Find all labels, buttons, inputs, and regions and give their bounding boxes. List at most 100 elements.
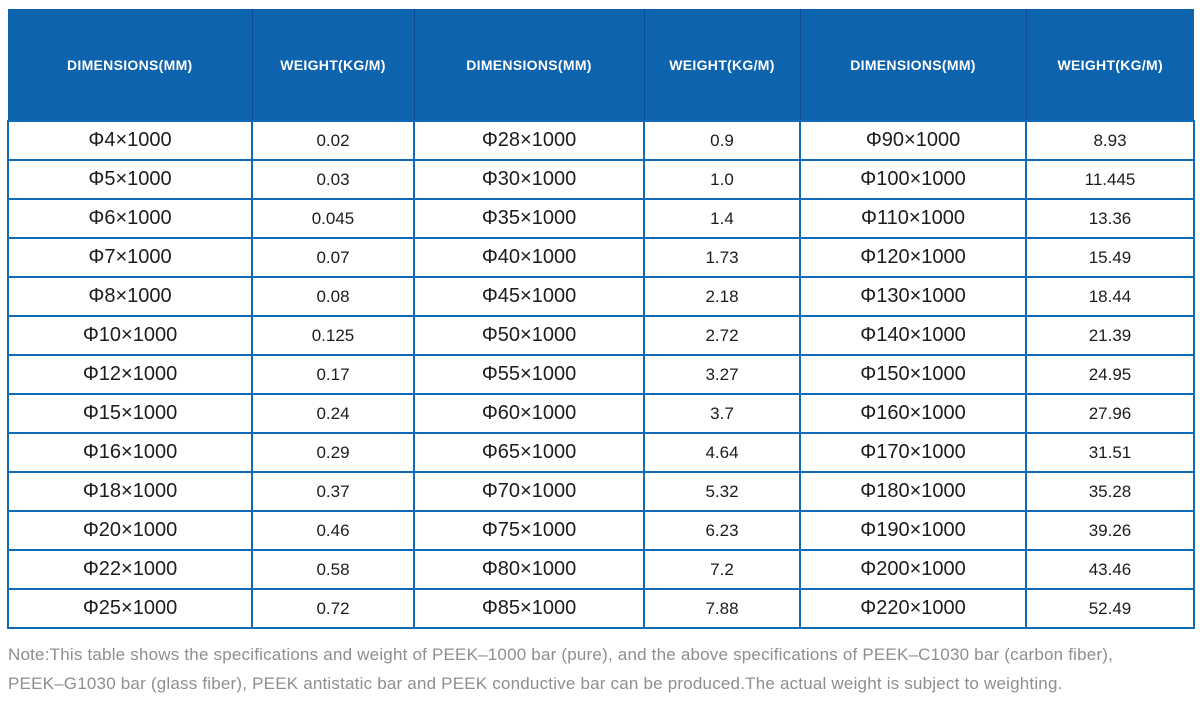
weight-cell: 0.02	[251, 120, 415, 161]
dimension-cell: Φ220×1000	[799, 588, 1027, 629]
table-row: Φ6×1000 0.045 Φ35×1000 1.4 Φ110×1000 13.36	[7, 198, 1195, 239]
weight-cell: 18.44	[1025, 276, 1195, 317]
table-header: DIMENSIONS(MM) WEIGHT(KG/M) DIMENSIONS(M…	[8, 9, 1194, 121]
dimension-cell: Φ65×1000	[413, 432, 645, 473]
weight-cell: 13.36	[1025, 198, 1195, 239]
header-weight-2: WEIGHT(KG/M)	[643, 9, 800, 121]
table-row: Φ25×1000 0.72 Φ85×1000 7.88 Φ220×1000 52.49	[7, 588, 1195, 629]
dimension-cell: Φ7×1000	[7, 237, 253, 278]
weight-cell: 0.37	[251, 471, 415, 512]
dimension-cell: Φ150×1000	[799, 354, 1027, 395]
table-row: Φ4×1000 0.02 Φ28×1000 0.9 Φ90×1000 8.93	[7, 120, 1195, 161]
dimension-cell: Φ90×1000	[799, 120, 1027, 161]
dimension-cell: Φ180×1000	[799, 471, 1027, 512]
table-row: Φ18×1000 0.37 Φ70×1000 5.32 Φ180×1000 35.28	[7, 471, 1195, 512]
header-dimensions-1: DIMENSIONS(MM)	[8, 9, 252, 121]
weight-cell: 0.07	[251, 237, 415, 278]
dimension-cell: Φ8×1000	[7, 276, 253, 317]
weight-cell: 0.125	[251, 315, 415, 356]
table-note: Note:This table shows the specifications…	[8, 640, 1194, 698]
weight-cell: 4.64	[643, 432, 801, 473]
dimension-cell: Φ110×1000	[799, 198, 1027, 239]
table-row: Φ10×1000 0.125 Φ50×1000 2.72 Φ140×1000 21.39	[7, 315, 1195, 356]
weight-cell: 52.49	[1025, 588, 1195, 629]
peek-bar-spec-table: DIMENSIONS(MM) WEIGHT(KG/M) DIMENSIONS(M…	[7, 9, 1195, 629]
weight-cell: 39.26	[1025, 510, 1195, 551]
weight-cell: 21.39	[1025, 315, 1195, 356]
dimension-cell: Φ200×1000	[799, 549, 1027, 590]
dimension-cell: Φ30×1000	[413, 159, 645, 200]
weight-cell: 15.49	[1025, 237, 1195, 278]
weight-cell: 6.23	[643, 510, 801, 551]
weight-cell: 7.88	[643, 588, 801, 629]
weight-cell: 1.0	[643, 159, 801, 200]
dimension-cell: Φ12×1000	[7, 354, 253, 395]
dimension-cell: Φ160×1000	[799, 393, 1027, 434]
weight-cell: 0.17	[251, 354, 415, 395]
dimension-cell: Φ50×1000	[413, 315, 645, 356]
weight-cell: 27.96	[1025, 393, 1195, 434]
note-line-2: PEEK–G1030 bar (glass fiber), PEEK antis…	[8, 674, 1063, 693]
weight-cell: 35.28	[1025, 471, 1195, 512]
dimension-cell: Φ70×1000	[413, 471, 645, 512]
dimension-cell: Φ130×1000	[799, 276, 1027, 317]
weight-cell: 0.03	[251, 159, 415, 200]
weight-cell: 1.73	[643, 237, 801, 278]
table-row: Φ7×1000 0.07 Φ40×1000 1.73 Φ120×1000 15.49	[7, 237, 1195, 278]
weight-cell: 3.27	[643, 354, 801, 395]
weight-cell: 0.045	[251, 198, 415, 239]
dimension-cell: Φ100×1000	[799, 159, 1027, 200]
weight-cell: 31.51	[1025, 432, 1195, 473]
dimension-cell: Φ35×1000	[413, 198, 645, 239]
note-line-1: Note:This table shows the specifications…	[8, 645, 1114, 664]
dimension-cell: Φ10×1000	[7, 315, 253, 356]
weight-cell: 7.2	[643, 549, 801, 590]
dimension-cell: Φ140×1000	[799, 315, 1027, 356]
weight-cell: 0.08	[251, 276, 415, 317]
table-row: Φ16×1000 0.29 Φ65×1000 4.64 Φ170×1000 31.51	[7, 432, 1195, 473]
header-weight-3: WEIGHT(KG/M)	[1025, 9, 1194, 121]
weight-cell: 0.24	[251, 393, 415, 434]
table-row: Φ5×1000 0.03 Φ30×1000 1.0 Φ100×1000 11.445	[7, 159, 1195, 200]
dimension-cell: Φ16×1000	[7, 432, 253, 473]
weight-cell: 8.93	[1025, 120, 1195, 161]
dimension-cell: Φ28×1000	[413, 120, 645, 161]
dimension-cell: Φ55×1000	[413, 354, 645, 395]
dimension-cell: Φ25×1000	[7, 588, 253, 629]
table-body: Φ4×1000 0.02 Φ28×1000 0.9 Φ90×1000 8.93 Φ5×100…	[7, 120, 1195, 629]
header-weight-1: WEIGHT(KG/M)	[251, 9, 414, 121]
dimension-cell: Φ20×1000	[7, 510, 253, 551]
dimension-cell: Φ18×1000	[7, 471, 253, 512]
weight-cell: 0.46	[251, 510, 415, 551]
dimension-cell: Φ80×1000	[413, 549, 645, 590]
dimension-cell: Φ6×1000	[7, 198, 253, 239]
weight-cell: 0.58	[251, 549, 415, 590]
dimension-cell: Φ190×1000	[799, 510, 1027, 551]
dimension-cell: Φ22×1000	[7, 549, 253, 590]
dimension-cell: Φ120×1000	[799, 237, 1027, 278]
weight-cell: 1.4	[643, 198, 801, 239]
dimension-cell: Φ85×1000	[413, 588, 645, 629]
dimension-cell: Φ75×1000	[413, 510, 645, 551]
weight-cell: 2.18	[643, 276, 801, 317]
header-dimensions-2: DIMENSIONS(MM)	[413, 9, 644, 121]
dimension-cell: Φ170×1000	[799, 432, 1027, 473]
weight-cell: 43.46	[1025, 549, 1195, 590]
dimension-cell: Φ60×1000	[413, 393, 645, 434]
weight-cell: 0.29	[251, 432, 415, 473]
weight-cell: 0.72	[251, 588, 415, 629]
weight-cell: 2.72	[643, 315, 801, 356]
dimension-cell: Φ45×1000	[413, 276, 645, 317]
table-row: Φ22×1000 0.58 Φ80×1000 7.2 Φ200×1000 43.46	[7, 549, 1195, 590]
table-row: Φ15×1000 0.24 Φ60×1000 3.7 Φ160×1000 27.96	[7, 393, 1195, 434]
dimension-cell: Φ40×1000	[413, 237, 645, 278]
dimension-cell: Φ15×1000	[7, 393, 253, 434]
weight-cell: 3.7	[643, 393, 801, 434]
table-row: Φ12×1000 0.17 Φ55×1000 3.27 Φ150×1000 24.95	[7, 354, 1195, 395]
weight-cell: 11.445	[1025, 159, 1195, 200]
table-row: Φ8×1000 0.08 Φ45×1000 2.18 Φ130×1000 18.44	[7, 276, 1195, 317]
table-row: Φ20×1000 0.46 Φ75×1000 6.23 Φ190×1000 39.26	[7, 510, 1195, 551]
header-dimensions-3: DIMENSIONS(MM)	[799, 9, 1026, 121]
dimension-cell: Φ5×1000	[7, 159, 253, 200]
weight-cell: 24.95	[1025, 354, 1195, 395]
